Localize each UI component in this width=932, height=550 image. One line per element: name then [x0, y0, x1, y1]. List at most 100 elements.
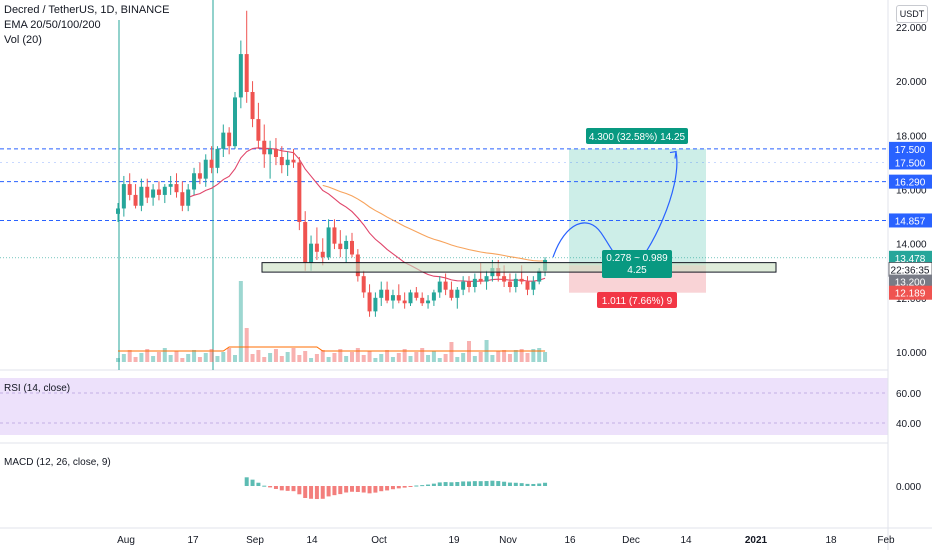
volume-bar [250, 354, 255, 362]
volume-bar [262, 357, 267, 362]
candle-body [461, 281, 466, 290]
macd-hist-bar [525, 483, 530, 486]
candle-body [472, 278, 477, 287]
price-label: 14.857 [895, 216, 926, 227]
currency-button[interactable]: USDT [896, 5, 928, 23]
price-tick-label: 22.000 [896, 23, 927, 34]
volume-bar [414, 352, 419, 362]
candle-body [297, 162, 302, 222]
volume-bar [537, 348, 542, 362]
candle-body [390, 295, 395, 301]
candle-body [250, 92, 255, 120]
target-label-bg [586, 128, 688, 144]
candle-body [502, 276, 507, 282]
volume-bar [472, 356, 477, 362]
price-axis: 22.00020.00018.00016.00014.00012.00010.0… [888, 23, 932, 359]
volume-bar [525, 353, 530, 362]
volume-bar [390, 357, 395, 362]
volume-bar [478, 352, 483, 362]
macd-hist-bar [285, 486, 290, 491]
price-tick-label: 10.000 [896, 348, 927, 359]
price-label-bg [889, 285, 932, 300]
candle-body [291, 159, 296, 163]
macd-hist-bar [414, 485, 419, 487]
candle-body [174, 184, 179, 193]
candle-body [332, 227, 337, 244]
volume-bar [344, 356, 349, 362]
macd-hist-bar [309, 486, 314, 499]
candle-body [209, 159, 214, 168]
volume-bar [373, 358, 378, 362]
candle-body [244, 54, 249, 92]
candle-body [139, 186, 144, 206]
candle-body [437, 281, 442, 293]
rsi-tick-40: 40.00 [896, 419, 921, 430]
horizontal-levels [0, 0, 888, 370]
volume-bar [431, 351, 436, 362]
candle-body [238, 54, 243, 98]
macd-hist-bar [379, 486, 384, 492]
candle-body [361, 276, 366, 293]
macd-hist-bar [367, 486, 372, 494]
macd-histogram [244, 477, 548, 500]
rsi-legend: RSI (14, close) [4, 383, 70, 394]
price-label-bg [889, 274, 932, 289]
macd-hist-bar [484, 481, 489, 486]
volume-bar [238, 281, 243, 362]
macd-hist-bar [402, 486, 407, 488]
candle-body [478, 278, 483, 282]
macd-hist-bar [291, 486, 296, 492]
candle-body [180, 192, 185, 206]
time-tick-label: 17 [187, 535, 199, 546]
time-tick-label: 18 [825, 535, 837, 546]
macd-hist-bar [338, 486, 343, 495]
volume-bar [133, 357, 138, 362]
macd-hist-bar [496, 481, 501, 486]
macd-hist-bar [502, 481, 507, 486]
candle-body [373, 297, 378, 312]
volume-bar [326, 357, 331, 362]
time-tick-label: Sep [246, 535, 264, 546]
candle-body [133, 194, 138, 206]
volume-legend: Vol (20) [4, 34, 42, 46]
chart-title: Decred / TetherUS, 1D, BINANCE [4, 4, 170, 16]
volume-bar [396, 353, 401, 362]
volume-bar [420, 348, 425, 362]
support-zone-box[interactable] [261, 262, 777, 273]
volume-bar [116, 358, 120, 362]
volume-bar [168, 355, 173, 362]
candle-body [156, 189, 161, 195]
time-tick-label: 19 [448, 535, 460, 546]
volume-bar [209, 349, 214, 362]
volume-bar [461, 353, 466, 362]
volume-bar [379, 354, 384, 362]
candle-body [443, 281, 448, 290]
candle-body [309, 243, 314, 263]
rsi-band [0, 378, 888, 435]
volume-bar [227, 348, 232, 362]
candle-body [145, 186, 150, 198]
time-axis: Aug 17 Sep 14 Oct 19 Nov 16 Dec 14 2021 18 Feb [117, 535, 895, 546]
stop-label-bg [597, 292, 677, 308]
ema-legend: EMA 20/50/100/200 [4, 19, 101, 31]
candle-body [127, 184, 132, 195]
candle-body [338, 243, 343, 250]
price-label: 13.200 [895, 278, 926, 289]
macd-hist-bar [467, 481, 471, 486]
candle-body [431, 292, 436, 301]
macd-hist-bar [443, 482, 448, 486]
volume-bar [297, 355, 302, 362]
macd-hist-bar [461, 481, 466, 486]
time-tick-label: 2021 [745, 535, 768, 546]
macd-legend: MACD (12, 26, close, 9) [4, 457, 111, 468]
price-label-bg [889, 141, 932, 156]
target-zone[interactable] [569, 148, 706, 266]
macd-hist-bar [408, 486, 413, 487]
price-tick-label: 18.000 [896, 131, 927, 142]
macd-hist-bar [373, 486, 378, 493]
candle-body [192, 173, 197, 190]
candle-body [350, 240, 354, 255]
volume-bar [355, 348, 360, 362]
macd-hist-bar [326, 486, 331, 497]
candle-body [426, 300, 431, 304]
